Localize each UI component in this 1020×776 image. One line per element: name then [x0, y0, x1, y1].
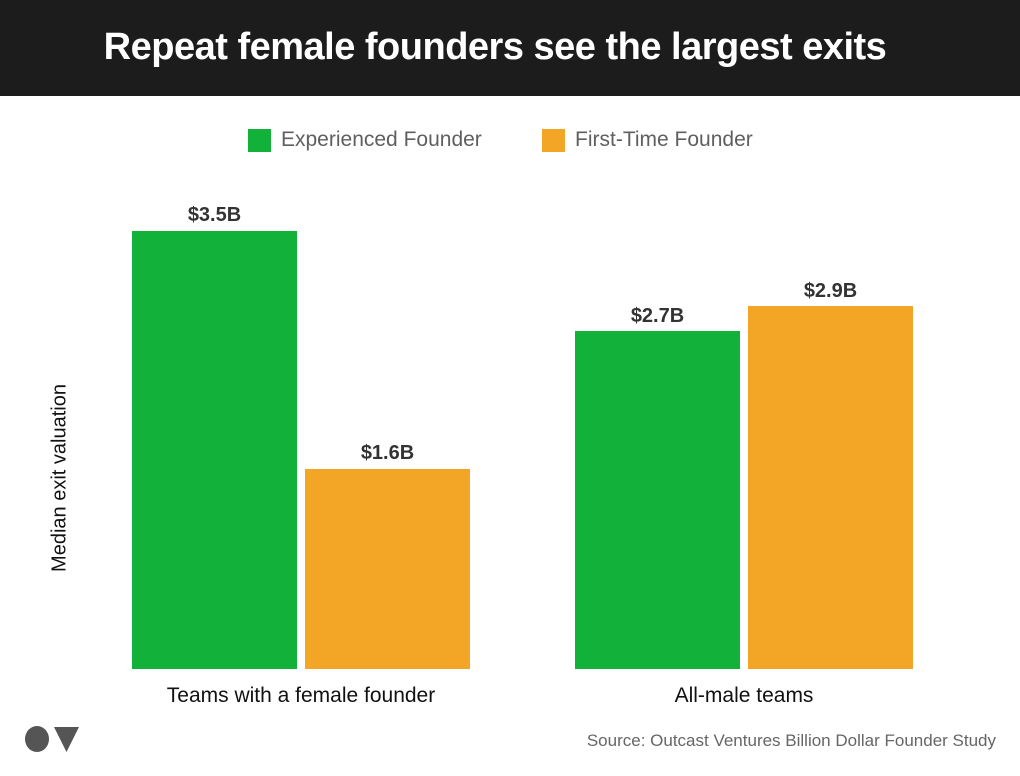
bar-female-experienced: [132, 231, 297, 669]
bar-value-label: $3.5B: [187, 204, 242, 226]
category-label: Teams with a female founder: [166, 684, 436, 707]
legend-swatch-orange: [542, 128, 565, 152]
bar-value-label: $2.9B: [803, 280, 858, 302]
legend-item-experienced: Experienced Founder: [248, 126, 482, 154]
y-axis-label: Median exit valuation: [48, 384, 71, 572]
legend: Experienced Founder First-Time Founder: [0, 126, 1020, 154]
bar-male-experienced: [575, 331, 740, 669]
title-bar: Repeat female founders see the largest e…: [0, 0, 1020, 96]
bar-value-label: $2.7B: [630, 305, 685, 327]
legend-label: First-Time Founder: [575, 128, 753, 151]
legend-label: Experienced Founder: [281, 128, 482, 151]
bar-male-first-time: [748, 306, 913, 669]
ov-logo-icon: [25, 726, 79, 752]
source-note: Source: Outcast Ventures Billion Dollar …: [586, 731, 996, 750]
category-label: All-male teams: [674, 684, 814, 707]
chart-title: Repeat female founders see the largest e…: [103, 26, 887, 68]
legend-item-first-time: First-Time Founder: [542, 126, 753, 154]
bar-female-first-time: [305, 469, 470, 669]
legend-swatch-green: [248, 128, 271, 152]
bar-value-label: $1.6B: [360, 442, 415, 464]
